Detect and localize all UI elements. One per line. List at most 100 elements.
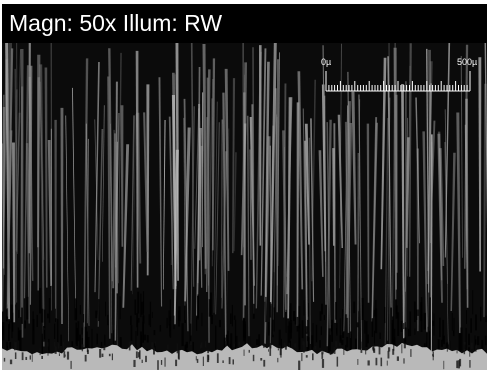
substrate-crack [302, 341, 305, 346]
fringe-streak [287, 325, 289, 351]
substrate-crack [367, 360, 370, 366]
fringe-streak [227, 330, 229, 356]
substrate-crack [294, 343, 297, 348]
substrate-crack [321, 359, 325, 368]
column-streak [72, 87, 76, 309]
fringe-streak [453, 317, 455, 334]
fringe-streak [458, 333, 461, 354]
fringe-streak [71, 341, 74, 353]
fringe-streak [306, 336, 309, 356]
fringe-streak [48, 298, 51, 323]
substrate-crack [263, 343, 265, 348]
substrate-crack [268, 349, 269, 352]
column-streak [14, 68, 18, 303]
substrate-crack [396, 356, 399, 361]
column-streak [409, 43, 412, 277]
fringe-streak [235, 335, 238, 348]
substrate-crack [141, 359, 143, 363]
column-streak [97, 129, 104, 327]
substrate-crack [312, 353, 314, 361]
fringe-streak [414, 328, 416, 335]
fringe-streak [96, 333, 98, 345]
fringe-streak [440, 339, 443, 347]
substrate-crack [469, 360, 471, 368]
column-streak [255, 51, 262, 309]
fringe-streak [442, 319, 445, 342]
fringe-streak [379, 332, 381, 339]
fringe-streak [484, 335, 487, 346]
substrate-crack [388, 347, 391, 352]
substrate-crack [128, 341, 131, 351]
column-streak [213, 101, 218, 313]
fringe-streak [208, 299, 211, 317]
substrate-crack [155, 341, 156, 346]
column-streak [7, 48, 14, 305]
substrate-crack [277, 348, 279, 351]
fringe-streak [11, 318, 13, 339]
substrate-crack [137, 352, 140, 358]
column-streak [465, 98, 469, 308]
substrate-crack [387, 350, 390, 359]
fringe-streak [252, 303, 255, 319]
column-streak [132, 114, 137, 295]
substrate-crack [196, 358, 199, 363]
illumination-label: Illum: RW [122, 10, 223, 36]
fringe-streak [384, 306, 386, 324]
fringe-streak [233, 315, 236, 320]
substrate-crack [31, 353, 33, 362]
column-streak [211, 79, 214, 267]
column-streak [202, 92, 204, 248]
fringe-streak [192, 341, 194, 351]
substrate-crack [153, 347, 155, 355]
fringe-streak [9, 342, 12, 348]
fringe-streak [168, 310, 170, 326]
column-streak [226, 128, 230, 335]
column-streak [112, 133, 118, 289]
column-streak [12, 142, 16, 323]
fringe-streak [24, 320, 26, 329]
substrate-crack [99, 349, 102, 358]
column-streak [339, 43, 342, 289]
fringe-streak [342, 332, 345, 338]
fringe-streak [470, 318, 472, 333]
column-streak [296, 102, 300, 326]
substrate-crack [164, 357, 166, 367]
column-streak [439, 148, 445, 266]
column-streak [65, 115, 69, 342]
substrate-crack [157, 360, 159, 370]
fringe-streak [189, 323, 192, 344]
substrate-crack [252, 354, 255, 362]
fringe-streak [301, 320, 304, 339]
fringe-streak [475, 314, 477, 331]
substrate-crack [25, 356, 28, 360]
fringe-streak [307, 303, 309, 317]
substrate-crack [63, 341, 65, 351]
substrate-crack [329, 351, 332, 354]
fringe-streak [460, 327, 463, 352]
fringe-streak [215, 325, 217, 350]
fringe-streak [423, 312, 426, 330]
substrate-crack [3, 357, 6, 362]
substrate-crack [336, 356, 339, 367]
fringe-streak [426, 331, 428, 351]
substrate-crack [176, 343, 178, 354]
column-streak [198, 145, 203, 261]
fringe-streak [319, 340, 321, 348]
column-streak [232, 78, 236, 254]
substrate-crack [469, 350, 471, 357]
fringe-streak [375, 308, 378, 334]
fringe-streak [400, 320, 403, 332]
substrate-crack [401, 344, 403, 354]
fringe-streak [153, 330, 156, 336]
column-streak [108, 48, 113, 282]
substrate-crack [202, 356, 204, 366]
fringe-streak [184, 301, 186, 323]
fringe-streak [218, 319, 221, 328]
fringe-streak [420, 313, 423, 332]
column-streak [206, 69, 211, 293]
fringe-streak [32, 319, 35, 345]
substrate-crack [66, 351, 70, 360]
fringe-streak [367, 334, 369, 344]
column-streak [215, 122, 220, 315]
substrate-band [2, 343, 487, 370]
